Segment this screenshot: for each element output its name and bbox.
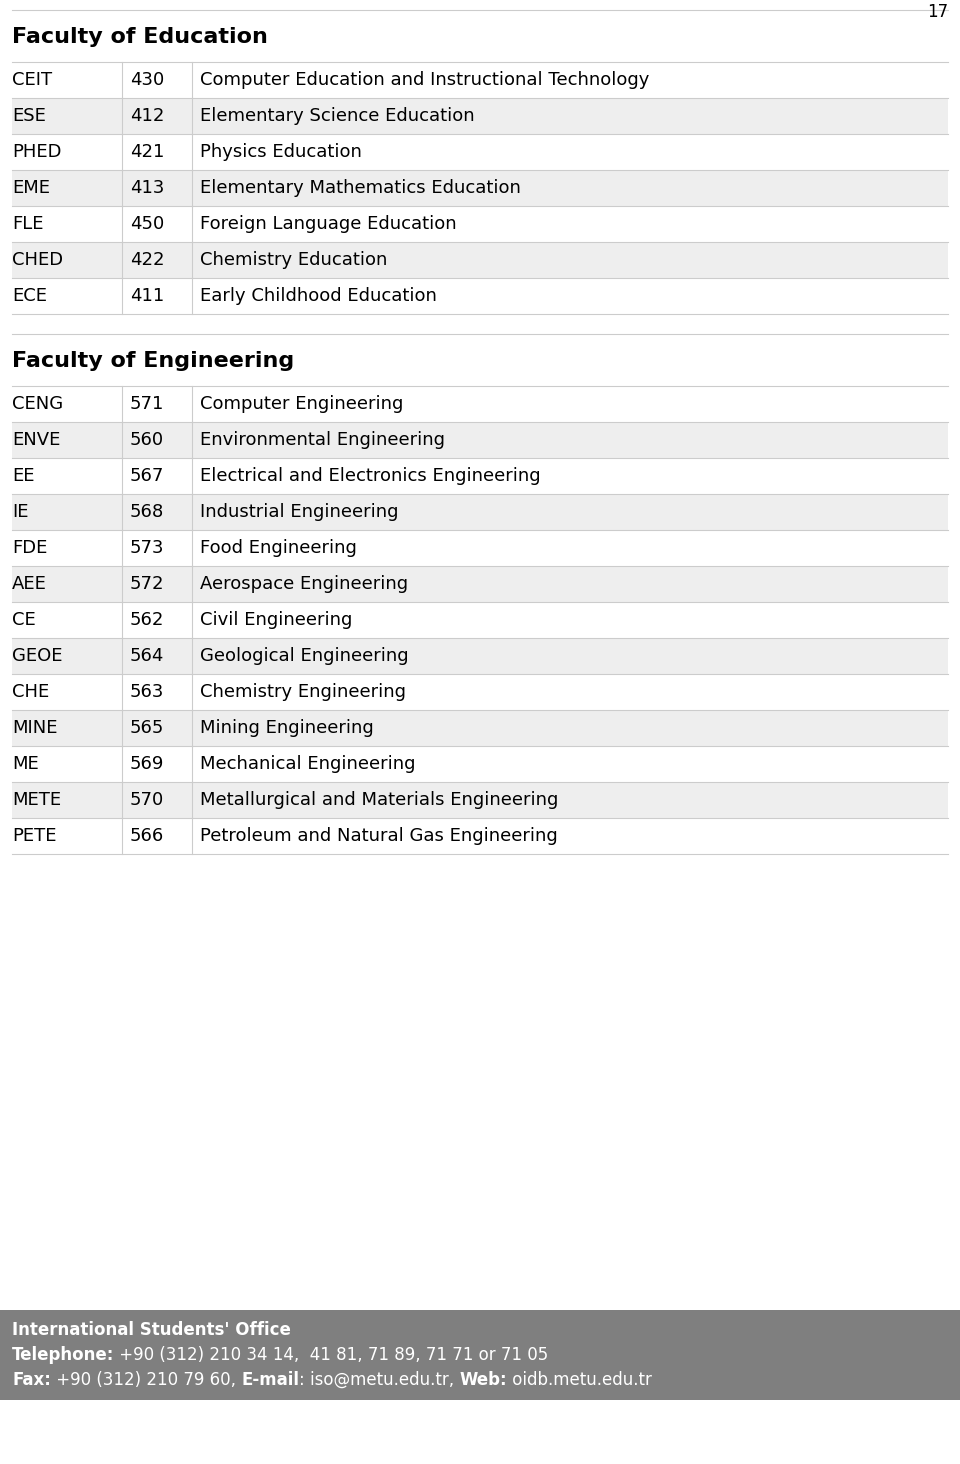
Text: 422: 422 (130, 250, 164, 269)
Text: 562: 562 (130, 610, 164, 630)
Bar (12, 242, 948, 278)
Text: Mining Engineering: Mining Engineering (200, 719, 373, 736)
Text: FLE: FLE (12, 215, 43, 233)
Text: International Students' Office: International Students' Office (12, 1321, 291, 1338)
Text: Civil Engineering: Civil Engineering (200, 610, 352, 630)
Text: Chemistry Engineering: Chemistry Engineering (200, 684, 406, 701)
Text: CEIT: CEIT (12, 70, 52, 89)
Text: 568: 568 (130, 504, 164, 521)
Text: Physics Education: Physics Education (200, 143, 362, 161)
Text: ESE: ESE (12, 107, 46, 124)
Text: Geological Engineering: Geological Engineering (200, 647, 409, 665)
Text: 573: 573 (130, 539, 164, 556)
Bar (12, 422, 948, 458)
Bar (12, 278, 948, 313)
Bar (12, 135, 948, 170)
Bar (12, 386, 948, 422)
Text: Petroleum and Natural Gas Engineering: Petroleum and Natural Gas Engineering (200, 827, 558, 845)
Text: 450: 450 (130, 215, 164, 233)
Bar (12, 673, 948, 710)
Text: Computer Education and Instructional Technology: Computer Education and Instructional Tec… (200, 70, 649, 89)
Text: 570: 570 (130, 791, 164, 810)
Text: Fax:: Fax: (12, 1372, 51, 1389)
Text: : iso@metu.edu.tr,: : iso@metu.edu.tr, (300, 1372, 460, 1389)
Text: E-mail: E-mail (241, 1372, 300, 1389)
Bar (12, 206, 948, 242)
Bar (12, 61, 948, 98)
Text: Telephone:: Telephone: (12, 1345, 114, 1364)
Text: oidb.metu.edu.tr: oidb.metu.edu.tr (507, 1372, 652, 1389)
Bar (12, 638, 948, 673)
Text: 569: 569 (130, 755, 164, 773)
Bar (0, 1310, 960, 1400)
Bar (12, 782, 948, 818)
Text: ECE: ECE (12, 287, 47, 305)
Text: Mechanical Engineering: Mechanical Engineering (200, 755, 416, 773)
Bar (12, 98, 948, 135)
Bar (12, 567, 948, 602)
Text: Chemistry Education: Chemistry Education (200, 250, 388, 269)
Text: METE: METE (12, 791, 61, 810)
Text: Aerospace Engineering: Aerospace Engineering (200, 575, 408, 593)
Text: CENG: CENG (12, 395, 63, 413)
Bar (12, 458, 948, 493)
Text: Food Engineering: Food Engineering (200, 539, 357, 556)
Text: IE: IE (12, 504, 29, 521)
Text: 571: 571 (130, 395, 164, 413)
Bar (12, 602, 948, 638)
Text: EME: EME (12, 179, 50, 198)
Text: ME: ME (12, 755, 38, 773)
Text: 564: 564 (130, 647, 164, 665)
Text: Faculty of Education: Faculty of Education (12, 26, 268, 47)
Text: 567: 567 (130, 467, 164, 485)
Bar (12, 747, 948, 782)
Bar (12, 493, 948, 530)
Text: Industrial Engineering: Industrial Engineering (200, 504, 398, 521)
Text: Elementary Mathematics Education: Elementary Mathematics Education (200, 179, 521, 198)
Text: 572: 572 (130, 575, 164, 593)
Text: EE: EE (12, 467, 35, 485)
Text: Early Childhood Education: Early Childhood Education (200, 287, 437, 305)
Text: Computer Engineering: Computer Engineering (200, 395, 403, 413)
Bar (12, 170, 948, 206)
Text: 421: 421 (130, 143, 164, 161)
Text: Faculty of Engineering: Faculty of Engineering (12, 351, 295, 370)
Text: 411: 411 (130, 287, 164, 305)
Text: 565: 565 (130, 719, 164, 736)
Bar (12, 818, 948, 854)
Text: 563: 563 (130, 684, 164, 701)
Text: ENVE: ENVE (12, 430, 60, 449)
Text: PHED: PHED (12, 143, 61, 161)
Text: Foreign Language Education: Foreign Language Education (200, 215, 457, 233)
Text: 560: 560 (130, 430, 164, 449)
Text: 412: 412 (130, 107, 164, 124)
Text: +90 (312) 210 34 14,  41 81, 71 89, 71 71 or 71 05: +90 (312) 210 34 14, 41 81, 71 89, 71 71… (114, 1345, 548, 1364)
Text: 413: 413 (130, 179, 164, 198)
Text: 566: 566 (130, 827, 164, 845)
Text: AEE: AEE (12, 575, 47, 593)
Text: FDE: FDE (12, 539, 47, 556)
Text: Elementary Science Education: Elementary Science Education (200, 107, 474, 124)
Text: 17: 17 (926, 3, 948, 20)
Text: PETE: PETE (12, 827, 57, 845)
Text: CE: CE (12, 610, 36, 630)
Text: Electrical and Electronics Engineering: Electrical and Electronics Engineering (200, 467, 540, 485)
Text: GEOE: GEOE (12, 647, 62, 665)
Text: CHE: CHE (12, 684, 49, 701)
Bar (12, 710, 948, 747)
Text: Metallurgical and Materials Engineering: Metallurgical and Materials Engineering (200, 791, 559, 810)
Text: MINE: MINE (12, 719, 58, 736)
Text: 430: 430 (130, 70, 164, 89)
Text: Environmental Engineering: Environmental Engineering (200, 430, 445, 449)
Text: CHED: CHED (12, 250, 63, 269)
Text: Web:: Web: (460, 1372, 507, 1389)
Text: +90 (312) 210 79 60,: +90 (312) 210 79 60, (51, 1372, 241, 1389)
Bar (12, 530, 948, 567)
